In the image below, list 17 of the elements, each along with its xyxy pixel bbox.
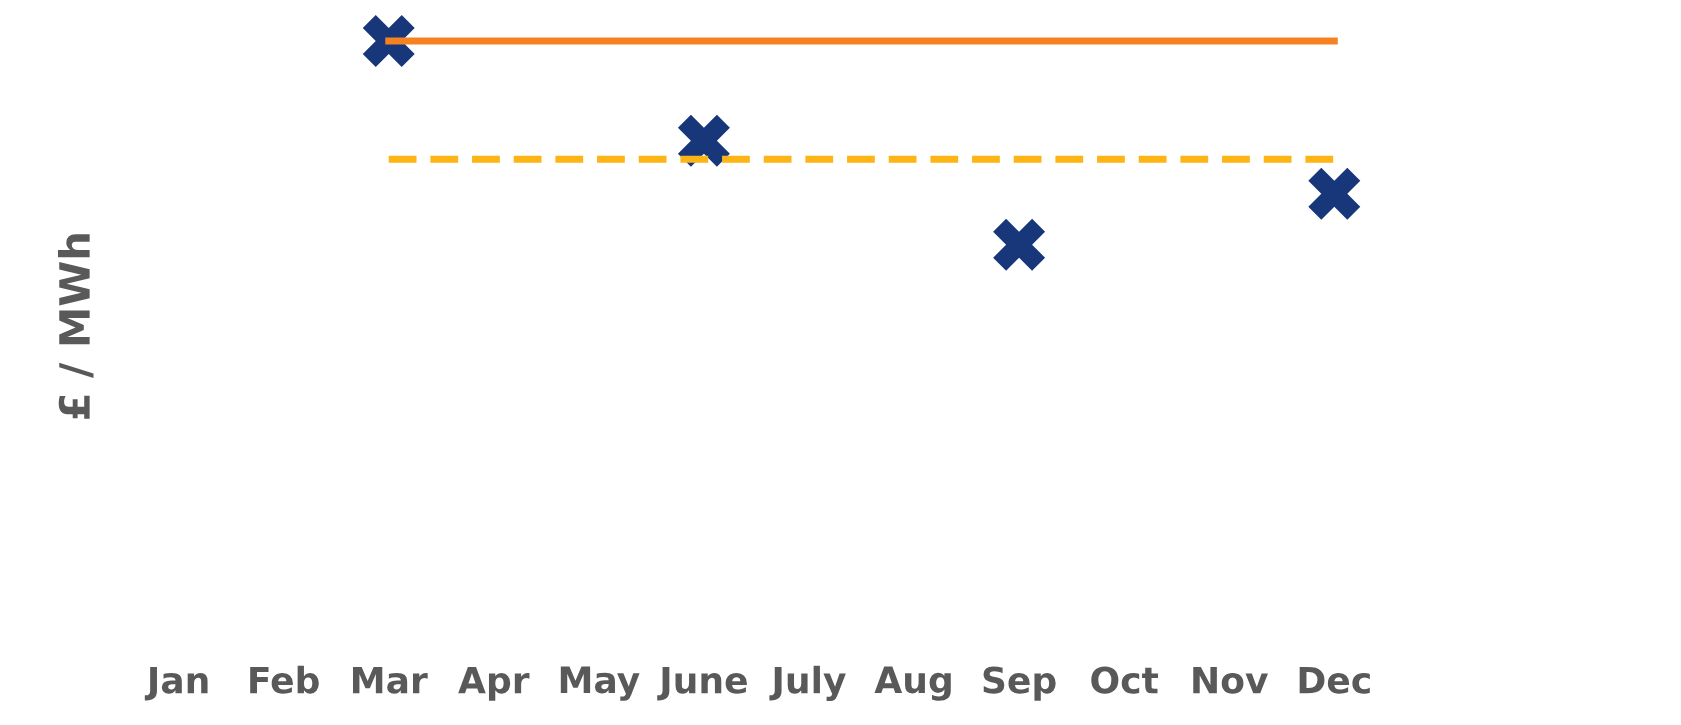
point xyxy=(993,218,1046,271)
x-tick-label: June xyxy=(657,666,747,701)
y-axis-title: £ / MWh xyxy=(57,234,94,419)
x-tick-label: Dec xyxy=(1299,666,1370,694)
point xyxy=(677,114,730,167)
x-tick-label: Apr xyxy=(458,666,530,701)
x-tick-label: Sep xyxy=(983,666,1056,701)
x-tick-label: Jan xyxy=(144,666,208,701)
x-tick-label: Nov xyxy=(1193,666,1268,694)
x-tick-label: Feb xyxy=(250,665,319,694)
x-tick-label: May xyxy=(560,666,640,701)
x-tick-label: Mar xyxy=(352,666,428,694)
x-tick-label: Oct xyxy=(1091,666,1159,694)
x-tick-label: July xyxy=(769,665,846,702)
x-tick-label: Aug xyxy=(874,666,951,701)
point xyxy=(1308,167,1361,220)
point xyxy=(362,15,415,67)
